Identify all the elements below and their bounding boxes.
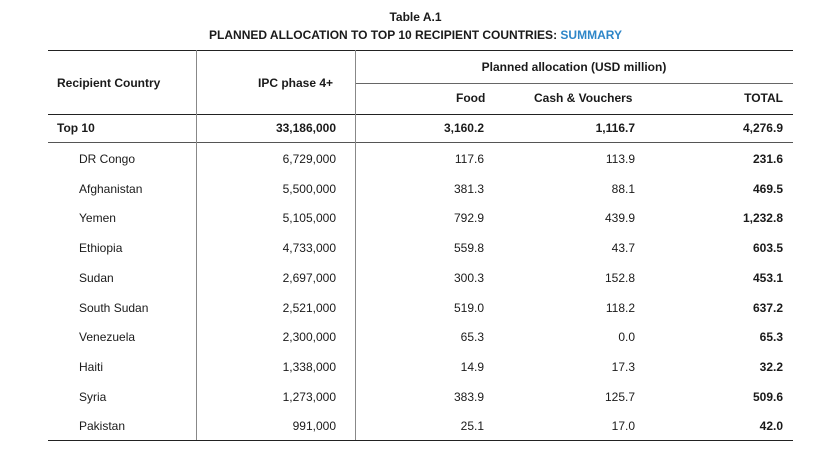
cell-country: Syria xyxy=(79,390,107,404)
cell-cash: 118.2 xyxy=(605,301,635,315)
summary-cash: 1,116.7 xyxy=(595,121,635,135)
cell-food: 519.0 xyxy=(453,301,484,315)
cell-food: 25.1 xyxy=(460,419,484,433)
cell-food: 559.8 xyxy=(453,241,484,255)
cell-country: Yemen xyxy=(79,211,116,225)
subtitle-main: PLANNED ALLOCATION TO TOP 10 RECIPIENT C… xyxy=(209,28,561,42)
cell-ipc: 1,338,000 xyxy=(282,360,336,374)
cell-country: Haiti xyxy=(79,360,104,374)
cell-country: Venezuela xyxy=(79,330,136,344)
cell-food: 14.9 xyxy=(460,360,484,374)
cell-ipc: 2,521,000 xyxy=(282,301,336,315)
cell-country: Sudan xyxy=(79,271,114,285)
cell-ipc: 5,105,000 xyxy=(282,211,336,225)
cell-ipc: 991,000 xyxy=(292,419,336,433)
cell-ipc: 1,273,000 xyxy=(282,390,336,404)
table-title: Table A.1 xyxy=(389,10,442,24)
header-food: Food xyxy=(456,91,486,105)
cell-cash: 125.7 xyxy=(604,390,635,404)
cell-total: 509.6 xyxy=(752,390,783,404)
cell-food: 117.6 xyxy=(454,152,484,166)
cell-total: 231.6 xyxy=(752,152,783,166)
header-cash-vouchers: Cash & Vouchers xyxy=(534,91,633,105)
summary-bottom-rule xyxy=(48,142,793,143)
cell-total: 65.3 xyxy=(759,330,783,344)
cell-country: South Sudan xyxy=(79,301,149,315)
cell-food: 300.3 xyxy=(453,271,484,285)
cell-total: 453.1 xyxy=(752,271,783,285)
cell-country: Ethiopia xyxy=(79,241,123,255)
table-bottom-rule xyxy=(48,440,793,441)
cell-cash: 17.0 xyxy=(611,419,635,433)
cell-cash: 439.9 xyxy=(604,211,635,225)
cell-total: 637.2 xyxy=(752,301,783,315)
column-divider-1 xyxy=(196,50,197,440)
cell-total: 603.5 xyxy=(752,241,783,255)
cell-ipc: 6,729,000 xyxy=(282,152,336,166)
cell-cash: 113.9 xyxy=(605,152,635,166)
cell-cash: 88.1 xyxy=(611,182,635,196)
cell-food: 792.9 xyxy=(453,211,484,225)
header-ipc: IPC phase 4+ xyxy=(258,76,334,90)
cell-ipc: 5,500,000 xyxy=(282,182,336,196)
summary-ipc: 33,186,000 xyxy=(275,121,336,135)
summary-total: 4,276.9 xyxy=(742,121,783,135)
subtitle-highlight: SUMMARY xyxy=(560,28,622,42)
header-bottom-rule xyxy=(48,114,793,115)
cell-total: 469.5 xyxy=(752,182,783,196)
cell-country: Pakistan xyxy=(79,419,126,433)
header-planned-allocation: Planned allocation (USD million) xyxy=(481,60,667,74)
cell-cash: 0.0 xyxy=(618,330,635,344)
cell-ipc: 2,300,000 xyxy=(282,330,336,344)
cell-total: 1,232.8 xyxy=(742,211,783,225)
cell-country: DR Congo xyxy=(79,152,136,166)
table-subtitle: PLANNED ALLOCATION TO TOP 10 RECIPIENT C… xyxy=(0,28,831,42)
cell-total: 42.0 xyxy=(759,419,783,433)
summary-country: Top 10 xyxy=(57,121,95,135)
cell-cash: 17.3 xyxy=(611,360,635,374)
cell-cash: 152.8 xyxy=(604,271,635,285)
cell-food: 65.3 xyxy=(460,330,484,344)
table-top-rule xyxy=(48,50,793,51)
header-country: Recipient Country xyxy=(57,76,161,90)
cell-country: Afghanistan xyxy=(79,182,143,196)
header-total: TOTAL xyxy=(744,91,783,105)
cell-food: 383.9 xyxy=(453,390,484,404)
cell-ipc: 4,733,000 xyxy=(282,241,336,255)
cell-ipc: 2,697,000 xyxy=(282,271,336,285)
column-divider-2 xyxy=(355,50,356,440)
summary-food: 3,160.2 xyxy=(443,121,484,135)
subheader-rule xyxy=(355,83,793,84)
cell-total: 32.2 xyxy=(759,360,783,374)
cell-food: 381.3 xyxy=(453,182,484,196)
cell-cash: 43.7 xyxy=(611,241,635,255)
